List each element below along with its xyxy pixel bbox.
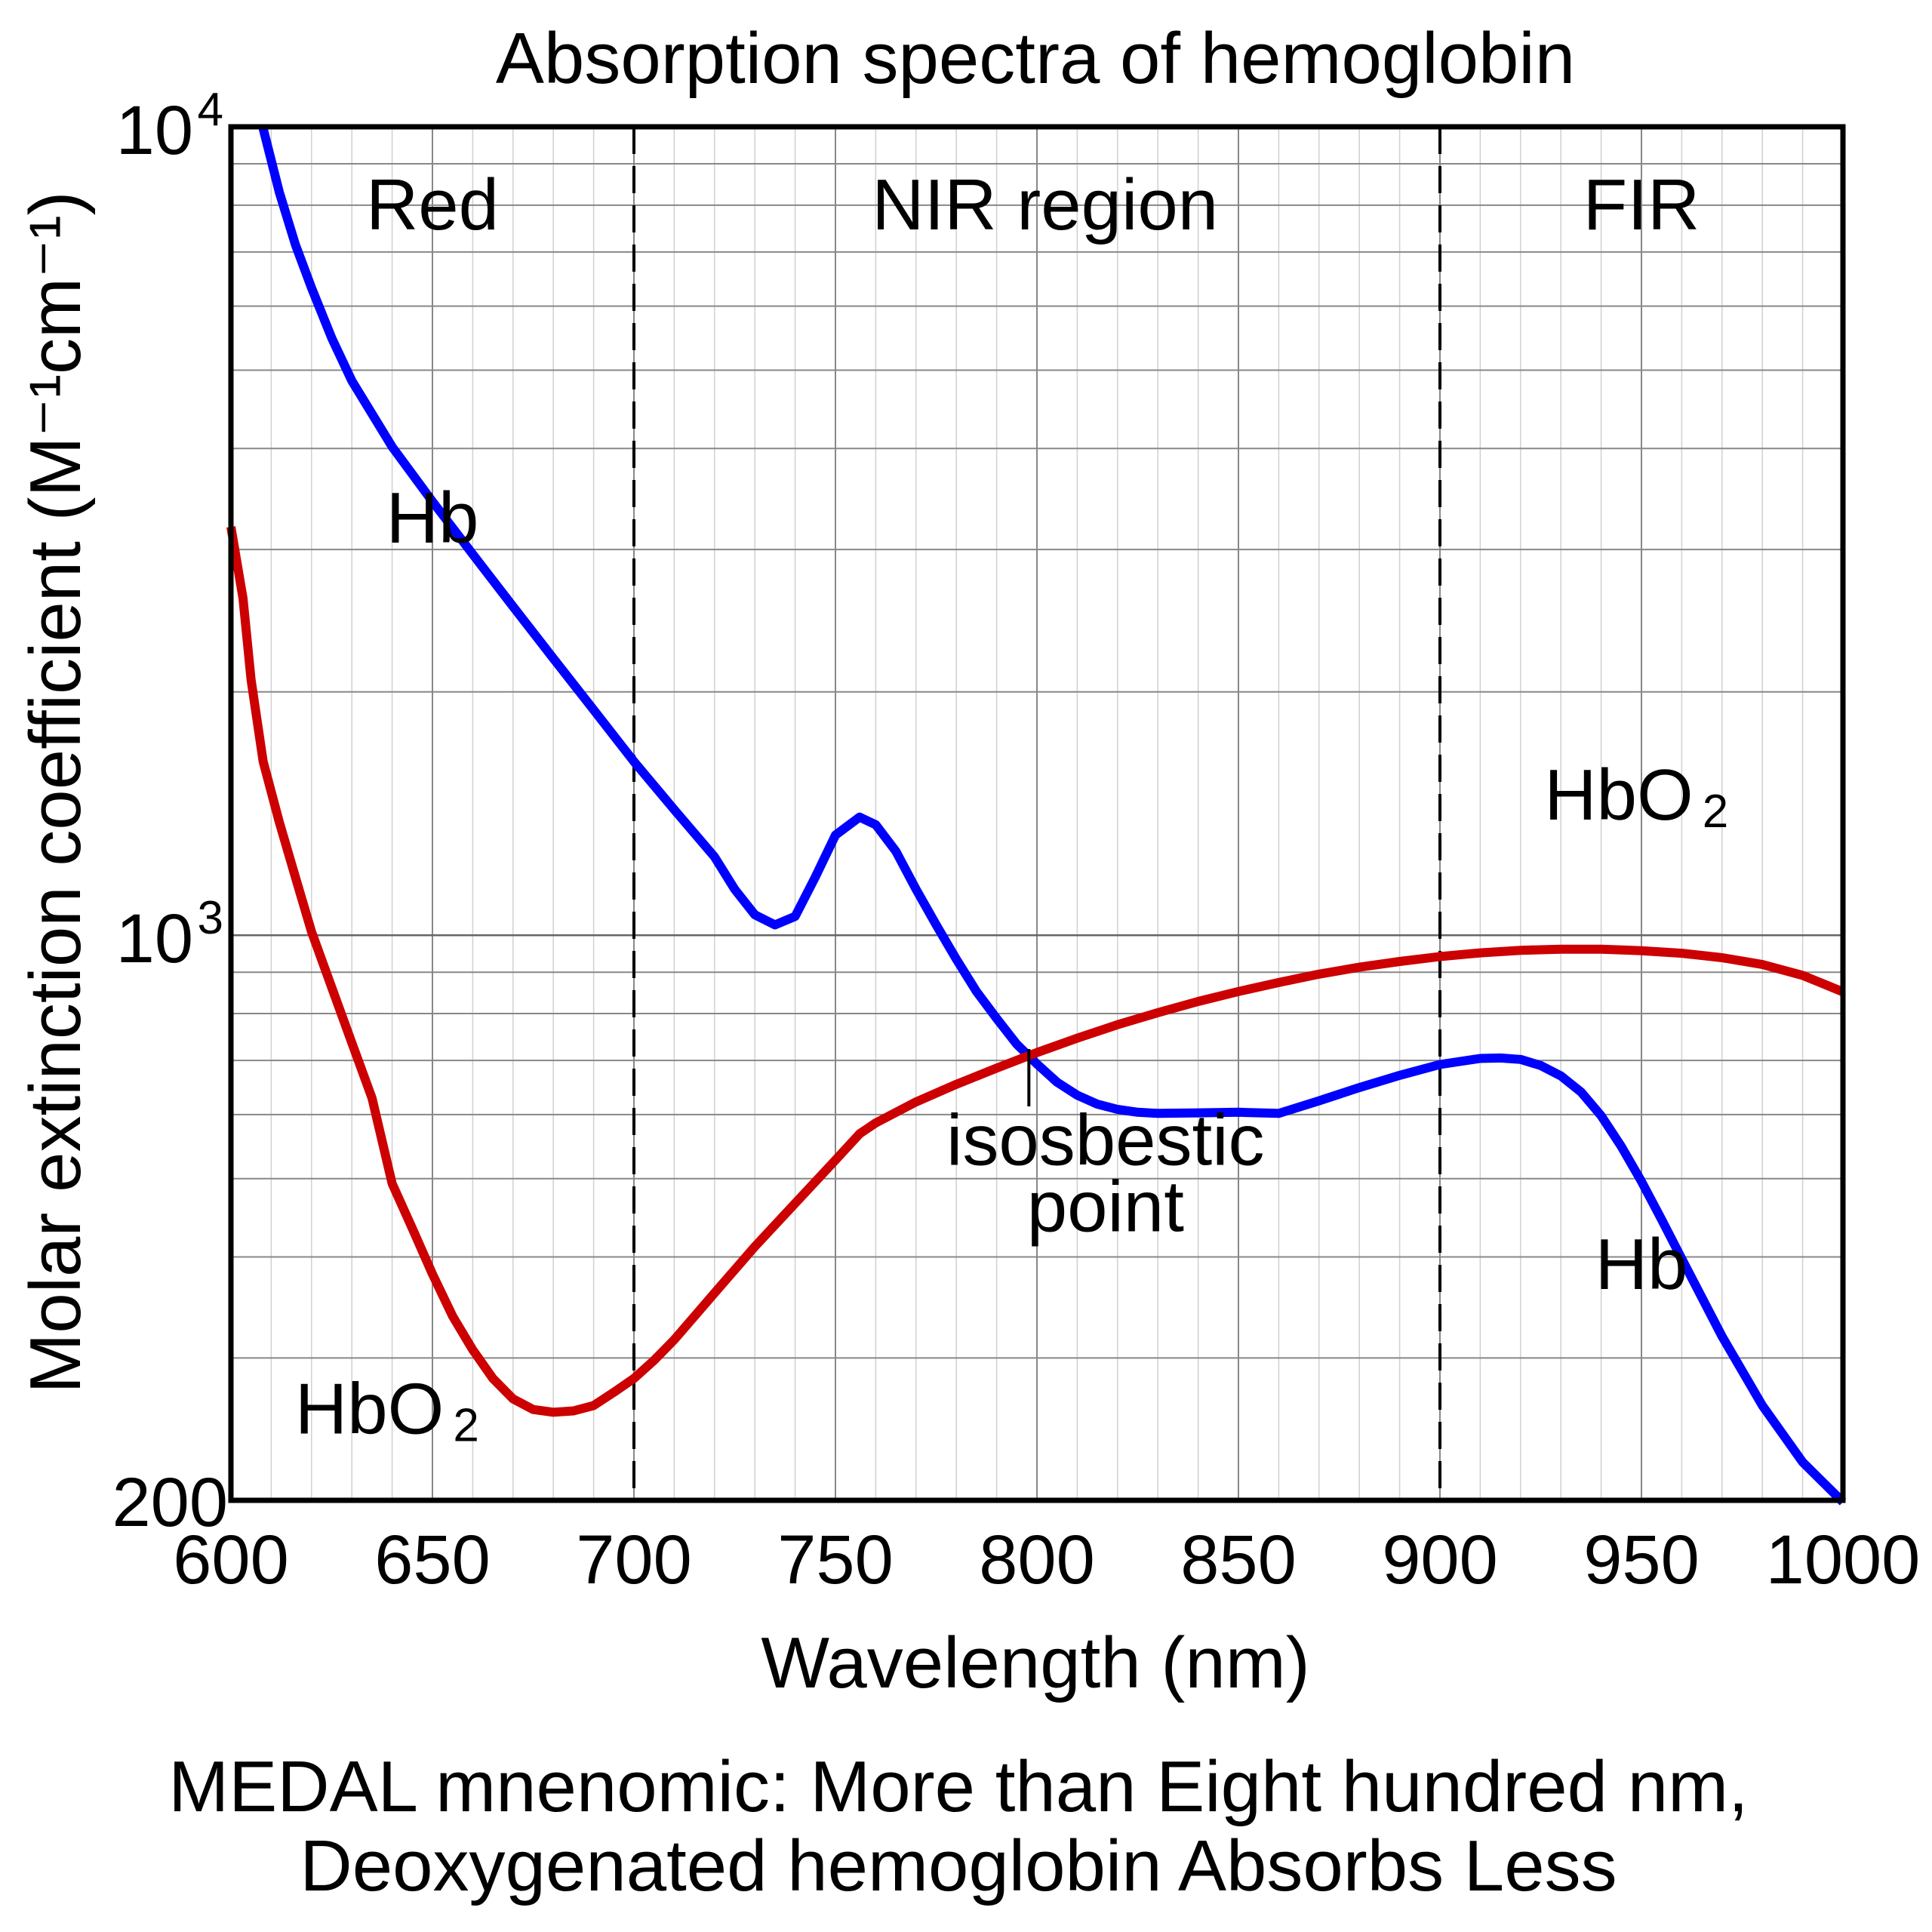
x-tick-label: 900 [1382, 1521, 1498, 1598]
x-tick-label: 800 [979, 1521, 1095, 1598]
curve-label-hb: Hb [386, 478, 479, 558]
isosbestic-label: isosbestic [946, 1100, 1265, 1180]
grid-layer [231, 127, 1843, 1500]
x-tick-label: 700 [576, 1521, 692, 1598]
y-tick-label: 10 [116, 92, 193, 169]
y-axis-label: Molar extinction coefficient (M⁻¹cm⁻¹) [15, 191, 96, 1393]
region-label: Red [366, 165, 499, 245]
curve-label-subscript: 2 [453, 1399, 478, 1451]
x-tick-label: 600 [173, 1521, 289, 1598]
isosbestic-label: point [1027, 1166, 1184, 1247]
curve-label-subscript: 2 [1703, 786, 1728, 838]
hb-curve [258, 127, 1847, 1506]
divider-layer [632, 127, 1441, 1500]
curve-label-hbo2: HbO [295, 1368, 444, 1449]
y-tick-label: 10 [116, 900, 193, 977]
caption-line-1: MEDAL mnenomic: More than Eight hundred … [168, 1746, 1748, 1827]
chart-title: Absorption spectra of hemoglobin [496, 18, 1575, 99]
region-label: NIR region [872, 165, 1218, 245]
curve-label-hbo2: HbO [1544, 755, 1693, 835]
series-layer [226, 127, 1847, 1506]
plot-frame [228, 124, 1846, 1503]
caption-line-2: Deoxygenated hemoglobin Absorbs Less [300, 1826, 1617, 1906]
x-axis-label: Wavelength (nm) [761, 1623, 1309, 1703]
x-tick-label: 650 [374, 1521, 491, 1598]
y-tick-exponent: 3 [198, 892, 223, 944]
y-tick-label: 200 [112, 1464, 229, 1541]
y-tick-exponent: 4 [198, 84, 223, 136]
x-tick-label: 950 [1583, 1521, 1700, 1598]
x-tick-label: 1000 [1766, 1521, 1921, 1598]
x-tick-layer: 600 650 700 750 800 850 900 950 1000 [173, 1521, 1920, 1598]
region-label: FIR [1583, 165, 1700, 245]
curve-label-hb: Hb [1595, 1224, 1688, 1305]
plot-frame-layer [228, 124, 1846, 1503]
hbo2-curve [226, 526, 1845, 1417]
x-tick-label: 750 [777, 1521, 894, 1598]
region-label-layer: Red NIR region FIR [366, 165, 1700, 245]
x-tick-label: 850 [1180, 1521, 1297, 1598]
